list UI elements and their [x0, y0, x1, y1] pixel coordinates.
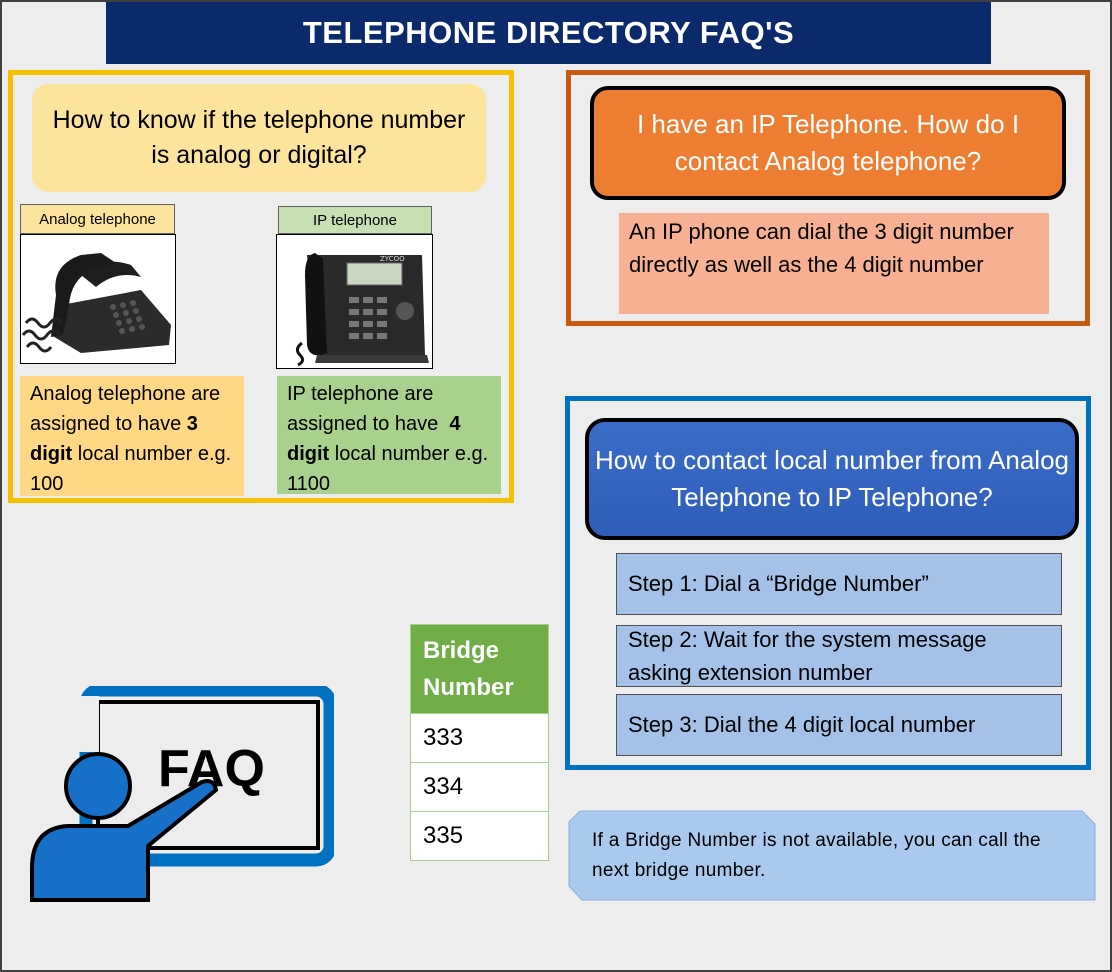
- ip-to-analog-section: [566, 70, 1090, 326]
- question-analog-to-ip: How to contact local number from Analog …: [585, 418, 1079, 540]
- analog-telephone-image: [20, 234, 176, 364]
- ip-telephone-description: IP telephone are assigned to have 4 digi…: [277, 376, 501, 495]
- ip-telephone-tag: IP telephone: [278, 206, 432, 234]
- step-2: Step 2: Wait for the system message aski…: [616, 625, 1062, 687]
- bridge-number-table: Bridge Number 333 334 335: [410, 624, 549, 861]
- question-analog-or-digital: How to know if the telephone number is a…: [32, 84, 486, 192]
- bridge-number-cell: 333: [410, 713, 549, 763]
- analog-telephone-tag: Analog telephone: [20, 204, 175, 234]
- answer-ip-to-analog: An IP phone can dial the 3 digit number …: [619, 213, 1049, 314]
- question-ip-to-analog: I have an IP Telephone. How do I contact…: [590, 86, 1066, 200]
- analog-vs-ip-section: [8, 70, 514, 503]
- ip-telephone-image: ZYCOO: [276, 234, 433, 369]
- ip-desc-bold: 4: [449, 413, 461, 435]
- ip-desc-bold-2: digit: [287, 443, 330, 465]
- bridge-number-header: Bridge Number: [410, 624, 549, 714]
- bridge-number-cell: 335: [410, 811, 549, 861]
- faq-label: FAQ: [158, 740, 265, 798]
- analog-desc-text: Analog telephone are assigned to have: [30, 383, 221, 435]
- ip-desc-text-2: local number e.g. 1100: [287, 443, 489, 495]
- bridge-note: If a Bridge Number is not available, you…: [592, 830, 1041, 881]
- ip-desc-text: IP telephone are assigned to have: [287, 383, 444, 435]
- analog-telephone-description: Analog telephone are assigned to have 3 …: [20, 376, 244, 496]
- ip-phone-brand: ZYCOO: [380, 255, 405, 263]
- analog-desc-text-2: local number e.g. 100: [30, 443, 232, 495]
- analog-to-ip-section: [565, 396, 1091, 770]
- step-3: Step 3: Dial the 4 digit local number: [616, 694, 1062, 756]
- page-title: TELEPHONE DIRECTORY FAQ'S: [106, 2, 991, 64]
- step-1: Step 1: Dial a “Bridge Number”: [616, 553, 1062, 615]
- note-shape: [568, 810, 1096, 901]
- presenter-board-icon: FAQ: [30, 683, 337, 902]
- analog-desc-bold: 3 digit: [30, 413, 198, 465]
- bridge-number-cell: 334: [410, 762, 549, 812]
